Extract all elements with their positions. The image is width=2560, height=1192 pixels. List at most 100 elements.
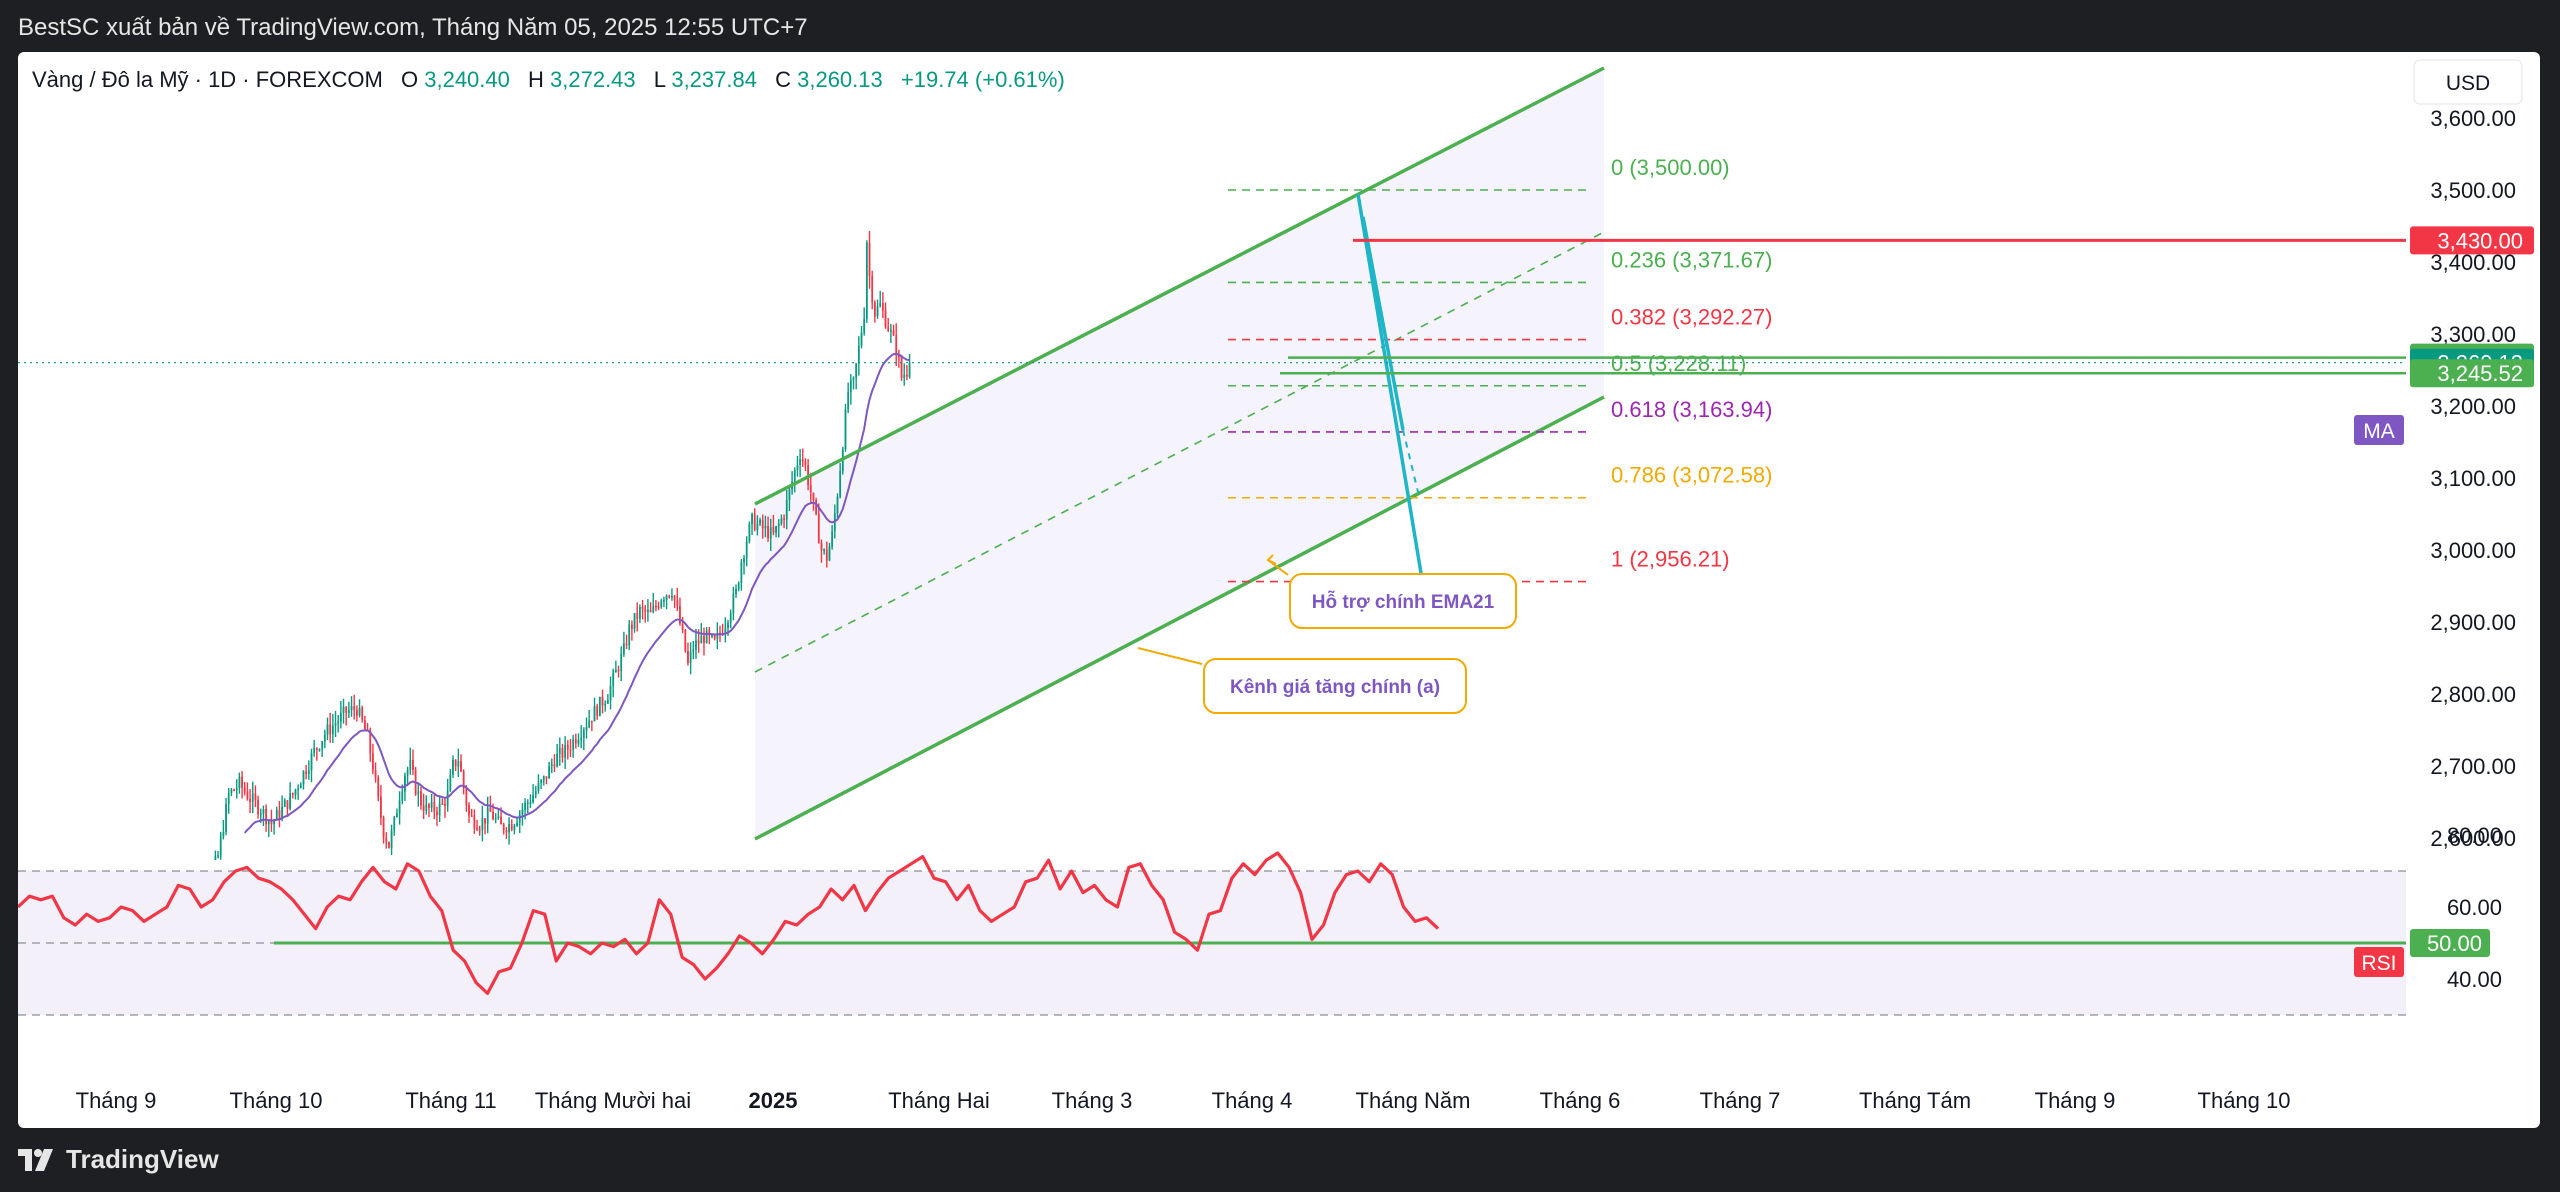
candle[interactable] bbox=[809, 472, 812, 503]
candle[interactable] bbox=[708, 626, 711, 645]
candle[interactable] bbox=[473, 809, 476, 834]
ma-line[interactable] bbox=[243, 353, 910, 834]
candle[interactable] bbox=[617, 665, 620, 678]
candle[interactable] bbox=[417, 783, 420, 807]
candle[interactable] bbox=[572, 734, 575, 758]
candle[interactable] bbox=[753, 508, 756, 532]
candle[interactable] bbox=[241, 771, 243, 799]
candle[interactable] bbox=[580, 725, 583, 749]
candle[interactable] bbox=[393, 815, 396, 836]
candle[interactable] bbox=[436, 806, 438, 826]
candle[interactable] bbox=[267, 819, 270, 838]
candle[interactable] bbox=[609, 676, 612, 710]
candle[interactable] bbox=[537, 774, 540, 794]
candle[interactable] bbox=[612, 668, 615, 698]
candle[interactable] bbox=[735, 584, 737, 598]
candle[interactable] bbox=[358, 699, 361, 718]
candle[interactable] bbox=[444, 798, 446, 818]
price-axis-badge[interactable]: 3,245.52 bbox=[2410, 359, 2534, 388]
candle[interactable] bbox=[470, 808, 473, 817]
candle[interactable] bbox=[283, 798, 286, 808]
candle[interactable] bbox=[321, 740, 324, 757]
candle[interactable] bbox=[596, 703, 599, 720]
candle[interactable] bbox=[548, 761, 551, 779]
candle[interactable] bbox=[906, 365, 908, 381]
candle[interactable] bbox=[430, 793, 433, 813]
candle[interactable] bbox=[663, 596, 665, 608]
candle[interactable] bbox=[884, 302, 887, 329]
candle[interactable] bbox=[849, 374, 852, 405]
candle[interactable] bbox=[337, 714, 340, 733]
candle[interactable] bbox=[457, 748, 460, 778]
candle[interactable] bbox=[695, 628, 697, 659]
candle[interactable] bbox=[342, 698, 345, 724]
candle[interactable] bbox=[761, 514, 764, 539]
candle[interactable] bbox=[246, 782, 249, 801]
candle[interactable] bbox=[323, 729, 326, 749]
candle[interactable] bbox=[222, 820, 225, 840]
candle[interactable] bbox=[585, 717, 588, 739]
candle[interactable] bbox=[820, 539, 823, 563]
candle[interactable] bbox=[289, 782, 292, 811]
candle[interactable] bbox=[468, 802, 470, 823]
candle[interactable] bbox=[558, 737, 561, 766]
candle[interactable] bbox=[785, 489, 788, 530]
candle[interactable] bbox=[225, 797, 227, 836]
candle[interactable] bbox=[598, 696, 601, 717]
candle[interactable] bbox=[815, 497, 818, 516]
candle[interactable] bbox=[767, 516, 769, 542]
candle[interactable] bbox=[687, 642, 689, 666]
candle[interactable] bbox=[454, 759, 457, 772]
candle[interactable] bbox=[703, 627, 705, 656]
candle[interactable] bbox=[769, 518, 772, 551]
candle[interactable] bbox=[857, 336, 860, 376]
candle[interactable] bbox=[484, 818, 486, 835]
candle[interactable] bbox=[622, 631, 625, 657]
candle[interactable] bbox=[347, 701, 350, 719]
candle[interactable] bbox=[214, 850, 217, 873]
candle[interactable] bbox=[705, 627, 708, 644]
candle[interactable] bbox=[740, 558, 743, 591]
candle[interactable] bbox=[817, 503, 820, 544]
candle[interactable] bbox=[534, 785, 537, 799]
candle[interactable] bbox=[262, 805, 265, 827]
candle[interactable] bbox=[649, 602, 652, 613]
candle[interactable] bbox=[305, 765, 308, 780]
candle[interactable] bbox=[743, 554, 745, 575]
candle[interactable] bbox=[788, 487, 791, 511]
tradingview-chart[interactable]: 0 (3,500.00) 0.236 (3,371.67) 0.382 (3,292… bbox=[18, 52, 2540, 1128]
candle[interactable] bbox=[329, 712, 332, 743]
candle[interactable] bbox=[871, 270, 874, 310]
candle[interactable] bbox=[265, 804, 267, 832]
candle[interactable] bbox=[647, 599, 649, 622]
candle[interactable] bbox=[852, 376, 855, 390]
candle[interactable] bbox=[353, 694, 356, 720]
channel-upper-line[interactable] bbox=[754, 66, 1605, 506]
candle[interactable] bbox=[516, 818, 518, 827]
candle[interactable] bbox=[550, 758, 553, 774]
candle[interactable] bbox=[863, 307, 866, 336]
candle[interactable] bbox=[382, 815, 385, 844]
candle[interactable] bbox=[278, 800, 281, 828]
candle[interactable] bbox=[513, 823, 516, 835]
candle[interactable] bbox=[553, 754, 556, 773]
candle[interactable] bbox=[446, 778, 449, 812]
candle[interactable] bbox=[737, 581, 740, 592]
rsi-series-line[interactable] bbox=[18, 851, 1440, 995]
candle[interactable] bbox=[900, 354, 903, 381]
candle[interactable] bbox=[879, 290, 882, 308]
candle[interactable] bbox=[462, 769, 465, 795]
candle[interactable] bbox=[238, 772, 241, 794]
candle[interactable] bbox=[606, 694, 609, 705]
candle[interactable] bbox=[460, 754, 462, 773]
candle[interactable] bbox=[452, 755, 454, 778]
candle[interactable] bbox=[299, 782, 302, 789]
candle[interactable] bbox=[684, 629, 687, 653]
candle[interactable] bbox=[564, 736, 567, 769]
candle[interactable] bbox=[465, 785, 468, 812]
candle[interactable] bbox=[438, 796, 441, 822]
candle[interactable] bbox=[388, 841, 390, 849]
candle[interactable] bbox=[671, 588, 673, 601]
candle[interactable] bbox=[380, 785, 382, 826]
candle[interactable] bbox=[895, 323, 898, 367]
